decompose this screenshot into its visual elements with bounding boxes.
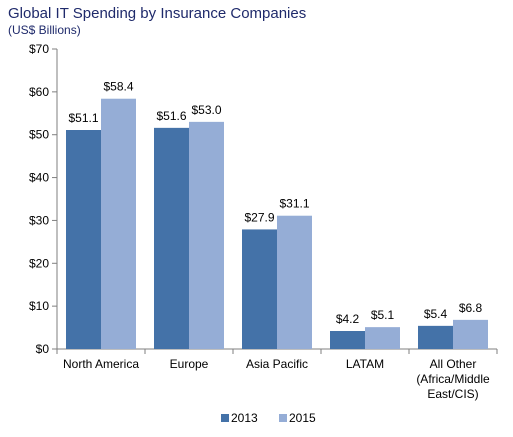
- y-tick-label: $60: [29, 85, 49, 99]
- data-label-2013: $4.2: [336, 312, 360, 326]
- y-tick-label: $30: [29, 213, 49, 227]
- legend-swatch-2015: [279, 414, 287, 422]
- legend-label-2015: 2015: [289, 411, 316, 425]
- y-tick-label: $0: [36, 342, 50, 356]
- x-category-label: Europe: [170, 357, 209, 371]
- chart-subtitle: (US$ Billions): [8, 23, 81, 37]
- bar-2015: [365, 327, 400, 349]
- data-label-2015: $5.1: [371, 308, 395, 322]
- data-label-2013: $51.1: [68, 111, 98, 125]
- data-label-2015: $31.1: [279, 197, 309, 211]
- bar-2015: [277, 215, 312, 349]
- bar-2013: [242, 229, 277, 349]
- x-category-label: North America: [63, 357, 139, 371]
- bar-2013: [418, 325, 453, 349]
- x-category-label-line: (Africa/Middle: [416, 372, 490, 386]
- y-tick-label: $50: [29, 128, 49, 142]
- bar-2013: [154, 127, 189, 349]
- data-labels: $51.1 $51.6 $27.9 $4.2 $5.4 $58.4 $53.0 $31.1 $5…: [68, 80, 482, 326]
- x-category-label-line: East/CIS): [427, 387, 478, 401]
- y-tick-label: $40: [29, 171, 49, 185]
- data-label-2013: $27.9: [244, 210, 274, 224]
- bar-2013: [66, 130, 101, 349]
- bar-2015: [189, 121, 224, 349]
- legend-label-2013: 2013: [231, 411, 258, 425]
- chart-title: Global IT Spending by Insurance Companie…: [8, 5, 307, 22]
- y-tick-label: $10: [29, 299, 49, 313]
- x-category-label: Asia Pacific: [246, 357, 308, 371]
- bars: [66, 98, 488, 349]
- x-category-label-line: All Other: [430, 357, 477, 371]
- legend-swatch-2013: [221, 414, 229, 422]
- bar-2015: [453, 319, 488, 349]
- data-label-2013: $51.6: [156, 109, 186, 123]
- x-category-label-line: LATAM: [346, 357, 384, 371]
- x-category-label: All Other (Africa/Middle East/CIS): [416, 357, 490, 401]
- y-tick-label: $70: [29, 42, 49, 56]
- x-category-label-line: Europe: [170, 357, 209, 371]
- bar-2015: [101, 98, 136, 349]
- data-label-2015: $58.4: [103, 80, 133, 94]
- legend: 2013 2015: [221, 411, 316, 425]
- x-category-label-line: Asia Pacific: [246, 357, 308, 371]
- data-label-2015: $6.8: [459, 301, 483, 315]
- x-category-label: LATAM: [346, 357, 384, 371]
- bar-2013: [330, 331, 365, 349]
- data-label-2013: $5.4: [424, 307, 448, 321]
- data-label-2015: $53.0: [191, 103, 221, 117]
- y-tick-label: $20: [29, 256, 49, 270]
- x-category-label-line: North America: [63, 357, 139, 371]
